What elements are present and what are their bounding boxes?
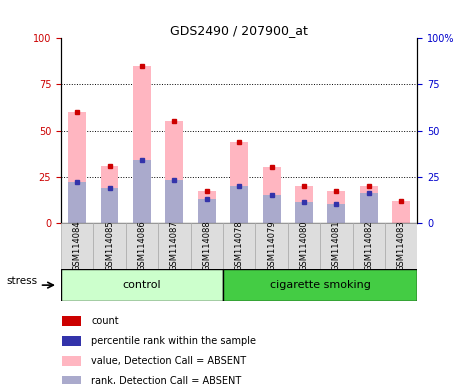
- Text: stress: stress: [6, 276, 37, 286]
- Bar: [263, 167, 280, 223]
- Bar: [62, 336, 81, 346]
- Text: GSM114086: GSM114086: [137, 220, 146, 271]
- Bar: [101, 166, 119, 223]
- Text: GSM114087: GSM114087: [170, 220, 179, 271]
- Bar: [353, 223, 385, 269]
- Text: cigarette smoking: cigarette smoking: [270, 280, 371, 290]
- Bar: [61, 223, 93, 269]
- Bar: [126, 223, 158, 269]
- Bar: [158, 223, 190, 269]
- Text: GSM114085: GSM114085: [105, 220, 114, 271]
- Text: rank, Detection Call = ABSENT: rank, Detection Call = ABSENT: [91, 376, 242, 384]
- Text: GSM114083: GSM114083: [397, 220, 406, 271]
- Text: GSM114080: GSM114080: [300, 220, 309, 271]
- Text: value, Detection Call = ABSENT: value, Detection Call = ABSENT: [91, 356, 246, 366]
- Bar: [62, 316, 81, 326]
- Bar: [62, 376, 81, 384]
- Bar: [327, 191, 345, 223]
- Bar: [288, 223, 320, 269]
- Text: percentile rank within the sample: percentile rank within the sample: [91, 336, 256, 346]
- Bar: [320, 223, 353, 269]
- Bar: [68, 112, 86, 223]
- Bar: [230, 142, 248, 223]
- Bar: [133, 160, 151, 223]
- Text: GSM114079: GSM114079: [267, 220, 276, 271]
- Bar: [327, 204, 345, 223]
- Text: GSM114081: GSM114081: [332, 220, 341, 271]
- Bar: [223, 223, 256, 269]
- Bar: [61, 269, 223, 301]
- Text: count: count: [91, 316, 119, 326]
- Bar: [133, 66, 151, 223]
- Text: GSM114088: GSM114088: [202, 220, 212, 271]
- Bar: [392, 200, 410, 223]
- Bar: [68, 182, 86, 223]
- Bar: [360, 193, 378, 223]
- Bar: [385, 223, 417, 269]
- Bar: [62, 356, 81, 366]
- Bar: [360, 186, 378, 223]
- Bar: [256, 223, 288, 269]
- Bar: [166, 121, 183, 223]
- Bar: [198, 199, 216, 223]
- Text: GSM114082: GSM114082: [364, 220, 373, 271]
- Bar: [198, 191, 216, 223]
- Text: GSM114078: GSM114078: [234, 220, 244, 271]
- Bar: [263, 195, 280, 223]
- Bar: [295, 202, 313, 223]
- Bar: [166, 180, 183, 223]
- Text: control: control: [123, 280, 161, 290]
- Bar: [190, 223, 223, 269]
- Title: GDS2490 / 207900_at: GDS2490 / 207900_at: [170, 24, 308, 37]
- Bar: [230, 186, 248, 223]
- Bar: [101, 188, 119, 223]
- Bar: [295, 186, 313, 223]
- Bar: [223, 269, 417, 301]
- Text: GSM114084: GSM114084: [73, 220, 82, 271]
- Bar: [93, 223, 126, 269]
